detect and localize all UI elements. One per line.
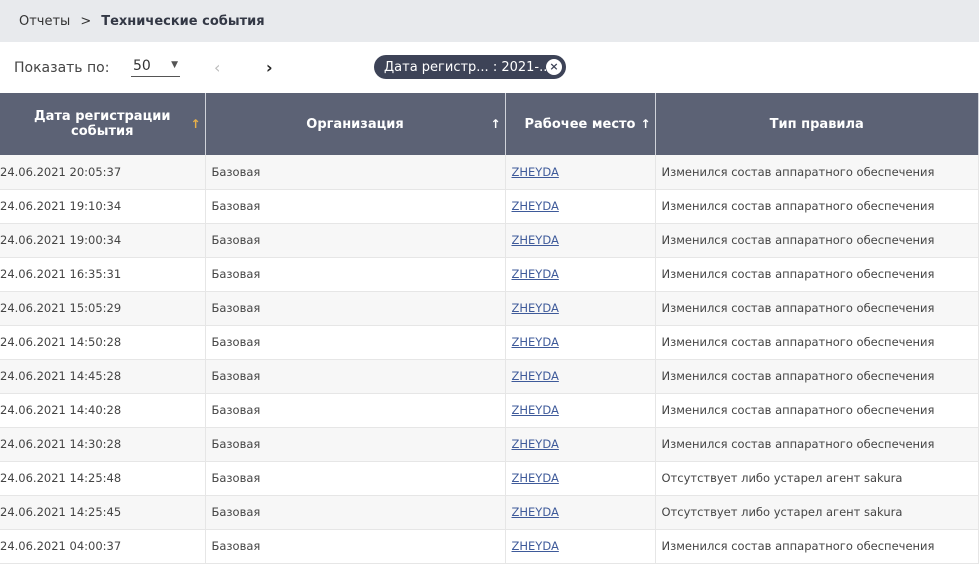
cell-organization: Базовая	[205, 325, 506, 360]
sort-arrow-icon[interactable]: ↑	[490, 117, 501, 131]
cell-date: 24.06.2021 04:00:37	[0, 529, 206, 564]
cell-date: 24.06.2021 14:45:28	[0, 359, 206, 394]
cell-workplace: ZHEYDA	[505, 223, 656, 258]
cell-workplace: ZHEYDA	[505, 257, 656, 292]
table-row[interactable]: 24.06.2021 14:50:28 Базовая ZHEYDA Изменилс…	[0, 325, 979, 360]
filter-chip[interactable]: Дата регистр... : 2021-... ×	[374, 55, 566, 79]
cell-rule-type: Изменился состав аппаратного обеспечения	[655, 529, 979, 564]
cell-rule-type: Изменился состав аппаратного обеспечения	[655, 291, 979, 326]
page-size-select[interactable]: 50 ▼	[131, 58, 180, 77]
cell-organization: Базовая	[205, 189, 506, 224]
table-row[interactable]: 24.06.2021 14:25:48 Базовая ZHEYDA Отсутств…	[0, 461, 979, 496]
cell-workplace: ZHEYDA	[505, 427, 656, 462]
table-row[interactable]: 24.06.2021 15:05:29 Базовая ZHEYDA Изменилс…	[0, 291, 979, 326]
column-date[interactable]: Дата регистрации события ↑	[0, 93, 206, 155]
table-row[interactable]: 24.06.2021 20:05:37 Базовая ZHEYDA Изменилс…	[0, 155, 979, 190]
workplace-link[interactable]: ZHEYDA	[511, 301, 559, 315]
toolbar: Показать по: 50 ▼ ‹ › Дата регистр... : 2…	[0, 42, 979, 93]
cell-rule-type: Изменился состав аппаратного обеспечения	[655, 325, 979, 360]
cell-rule-type: Изменился состав аппаратного обеспечения	[655, 359, 979, 394]
column-label: Дата регистрации события	[34, 109, 171, 139]
cell-workplace: ZHEYDA	[505, 325, 656, 360]
events-table: Дата регистрации события ↑ Организация ↑ Р…	[0, 93, 979, 564]
table-row[interactable]: 24.06.2021 19:00:34 Базовая ZHEYDA Изменилс…	[0, 223, 979, 258]
cell-workplace: ZHEYDA	[505, 291, 656, 326]
table-row[interactable]: 24.06.2021 16:35:31 Базовая ZHEYDA Изменилс…	[0, 257, 979, 292]
close-icon[interactable]: ×	[546, 59, 562, 75]
table-row[interactable]: 24.06.2021 19:10:34 Базовая ZHEYDA Изменилс…	[0, 189, 979, 224]
cell-date: 24.06.2021 14:25:45	[0, 495, 206, 530]
breadcrumb: Отчеты > Технические события	[0, 0, 979, 42]
cell-organization: Базовая	[205, 495, 506, 530]
workplace-link[interactable]: ZHEYDA	[511, 505, 559, 519]
workplace-link[interactable]: ZHEYDA	[511, 267, 559, 281]
cell-organization: Базовая	[205, 427, 506, 462]
cell-rule-type: Изменился состав аппаратного обеспечения	[655, 223, 979, 258]
cell-date: 24.06.2021 20:05:37	[0, 155, 206, 190]
cell-organization: Базовая	[205, 359, 506, 394]
cell-rule-type: Отсутствует либо устарел агент sakura	[655, 461, 979, 496]
cell-organization: Базовая	[205, 529, 506, 564]
page-title: Технические события	[101, 13, 265, 29]
cell-rule-type: Отсутствует либо устарел агент sakura	[655, 495, 979, 530]
table-row[interactable]: 24.06.2021 14:40:28 Базовая ZHEYDA Изменилс…	[0, 393, 979, 428]
column-organization[interactable]: Организация ↑	[205, 93, 506, 155]
table-row[interactable]: 24.06.2021 14:45:28 Базовая ZHEYDA Изменилс…	[0, 359, 979, 394]
column-label: Тип правила	[769, 116, 864, 132]
filter-chip-label: Дата регистр... : 2021-...	[384, 59, 552, 75]
cell-rule-type: Изменился состав аппаратного обеспечения	[655, 393, 979, 428]
column-label: Организация	[306, 116, 404, 132]
table-row[interactable]: 24.06.2021 14:30:28 Базовая ZHEYDA Изменилс…	[0, 427, 979, 462]
workplace-link[interactable]: ZHEYDA	[511, 199, 559, 213]
cell-date: 24.06.2021 19:10:34	[0, 189, 206, 224]
workplace-link[interactable]: ZHEYDA	[511, 471, 559, 485]
cell-date: 24.06.2021 15:05:29	[0, 291, 206, 326]
table-row[interactable]: 24.06.2021 14:25:45 Базовая ZHEYDA Отсутств…	[0, 495, 979, 530]
cell-workplace: ZHEYDA	[505, 393, 656, 428]
cell-organization: Базовая	[205, 155, 506, 190]
cell-date: 24.06.2021 19:00:34	[0, 223, 206, 258]
caret-down-icon: ▼	[171, 60, 178, 70]
cell-rule-type: Изменился состав аппаратного обеспечения	[655, 155, 979, 190]
cell-date: 24.06.2021 14:50:28	[0, 325, 206, 360]
cell-organization: Базовая	[205, 461, 506, 496]
cell-organization: Базовая	[205, 393, 506, 428]
column-label: Рабочее место	[524, 116, 636, 132]
workplace-link[interactable]: ZHEYDA	[511, 403, 559, 417]
cell-workplace: ZHEYDA	[505, 189, 656, 224]
cell-date: 24.06.2021 14:40:28	[0, 393, 206, 428]
cell-rule-type: Изменился состав аппаратного обеспечения	[655, 427, 979, 462]
cell-date: 24.06.2021 16:35:31	[0, 257, 206, 292]
breadcrumb-reports[interactable]: Отчеты	[19, 13, 71, 29]
cell-rule-type: Изменился состав аппаратного обеспечения	[655, 189, 979, 224]
workplace-link[interactable]: ZHEYDA	[511, 233, 559, 247]
column-rule-type[interactable]: Тип правила	[655, 93, 979, 155]
workplace-link[interactable]: ZHEYDA	[511, 164, 559, 179]
chevron-right-icon: >	[80, 13, 92, 29]
sort-arrow-icon[interactable]: ↑	[640, 117, 651, 131]
workplace-link[interactable]: ZHEYDA	[511, 335, 559, 349]
table-row[interactable]: 24.06.2021 04:00:37 Базовая ZHEYDA Изменилс…	[0, 529, 979, 564]
prev-page-button[interactable]: ‹	[214, 58, 221, 77]
cell-date: 24.06.2021 14:25:48	[0, 461, 206, 496]
cell-organization: Базовая	[205, 257, 506, 292]
column-workplace[interactable]: Рабочее место ↑	[505, 93, 656, 155]
cell-rule-type: Изменился состав аппаратного обеспечения	[655, 257, 979, 292]
workplace-link[interactable]: ZHEYDA	[511, 539, 559, 553]
cell-workplace: ZHEYDA	[505, 461, 656, 496]
workplace-link[interactable]: ZHEYDA	[511, 437, 559, 451]
cell-date: 24.06.2021 14:30:28	[0, 427, 206, 462]
cell-organization: Базовая	[205, 223, 506, 258]
page-size-value: 50	[133, 58, 151, 74]
page-size-label: Показать по:	[14, 59, 110, 76]
cell-workplace: ZHEYDA	[505, 495, 656, 530]
workplace-link[interactable]: ZHEYDA	[511, 369, 559, 383]
cell-workplace: ZHEYDA	[505, 529, 656, 564]
cell-organization: Базовая	[205, 291, 506, 326]
next-page-button[interactable]: ›	[266, 58, 273, 77]
sort-arrow-icon[interactable]: ↑	[190, 117, 201, 131]
cell-workplace: ZHEYDA	[505, 155, 656, 190]
cell-workplace: ZHEYDA	[505, 359, 656, 394]
